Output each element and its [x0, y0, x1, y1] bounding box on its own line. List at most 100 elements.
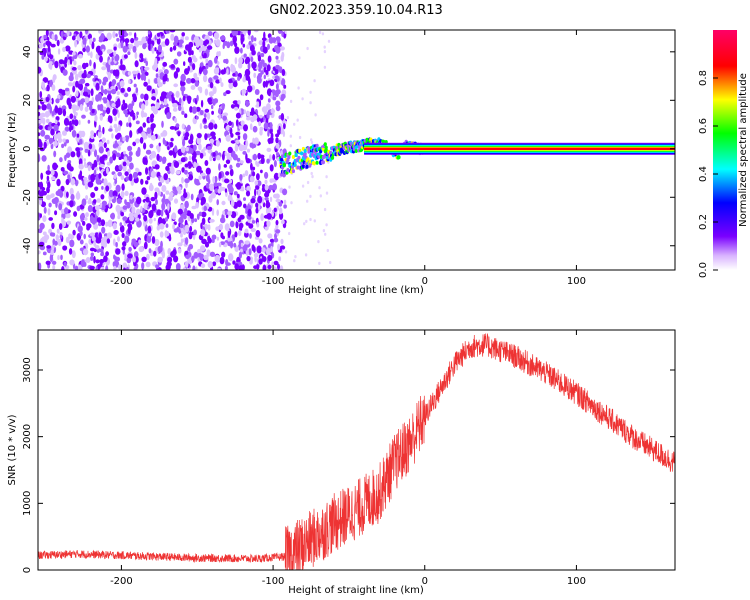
noise-speckle: [237, 100, 240, 105]
noise-speckle: [39, 43, 43, 49]
noise-speckle: [221, 201, 225, 205]
noise-speckle: [243, 76, 246, 81]
noise-speckle: [203, 53, 207, 59]
noise-speckle: [218, 114, 221, 120]
noise-speckle: [52, 111, 55, 117]
noise-speckle: [275, 92, 279, 98]
noise-speckle: [81, 115, 86, 119]
signal-blob: [288, 152, 291, 156]
noise-speckle: [234, 231, 237, 237]
noise-speckle: [51, 169, 55, 176]
noise-speckle: [276, 83, 279, 90]
noise-speckle: [234, 47, 239, 54]
snr-plot-area: [38, 330, 675, 570]
noise-speckle: [176, 91, 180, 98]
noise-speckle: [249, 248, 252, 255]
noise-speckle: [225, 259, 228, 266]
noise-speckle: [191, 194, 194, 201]
noise-speckle: [270, 246, 273, 253]
noise-speckle: [114, 116, 117, 121]
noise-speckle: [91, 253, 94, 257]
noise-speckle: [49, 138, 52, 145]
noise-speckle: [260, 94, 264, 100]
noise-speckle: [260, 170, 263, 174]
noise-speckle: [135, 60, 139, 67]
noise-speckle: [264, 172, 268, 179]
noise-speckle: [85, 28, 88, 34]
noise-speckle: [143, 113, 147, 118]
noise-speckle: [166, 224, 169, 228]
noise-speckle: [197, 133, 202, 138]
noise-speckle: [256, 101, 259, 107]
noise-speckle: [67, 30, 70, 37]
noise-speckle: [129, 32, 133, 36]
noise-speckle: [67, 98, 71, 106]
noise-speckle: [212, 235, 217, 240]
noise-speckle: [75, 81, 79, 88]
noise-speckle: [44, 56, 47, 61]
noise-speckle: [241, 34, 245, 38]
noise-speckle: [319, 31, 321, 34]
noise-speckle: [121, 212, 124, 216]
noise-speckle: [201, 173, 206, 177]
noise-speckle: [44, 234, 49, 240]
signal-blob: [306, 165, 309, 169]
noise-speckle: [212, 99, 216, 105]
noise-speckle: [229, 197, 233, 201]
noise-speckle: [275, 137, 278, 143]
noise-speckle: [281, 220, 285, 225]
y-tick-label: 1000: [22, 491, 33, 516]
noise-speckle: [243, 197, 246, 201]
noise-speckle: [111, 89, 116, 94]
noise-speckle: [91, 109, 94, 114]
noise-speckle: [137, 147, 140, 155]
noise-speckle: [70, 151, 75, 157]
noise-speckle: [96, 266, 98, 273]
noise-speckle: [155, 199, 158, 205]
noise-speckle: [172, 103, 178, 108]
noise-speckle: [55, 105, 59, 113]
noise-speckle: [170, 64, 175, 69]
noise-speckle: [108, 74, 111, 80]
noise-speckle: [99, 56, 103, 63]
y-tick-label: -40: [22, 238, 33, 254]
noise-speckle: [74, 119, 78, 126]
noise-speckle: [114, 179, 117, 185]
noise-speckle: [314, 113, 316, 116]
noise-speckle: [237, 158, 241, 162]
noise-speckle: [275, 193, 280, 198]
noise-speckle: [246, 111, 250, 117]
noise-speckle: [184, 225, 189, 233]
noise-speckle: [256, 222, 259, 228]
noise-speckle: [46, 119, 50, 123]
noise-speckle: [116, 185, 121, 192]
noise-speckle: [57, 229, 60, 234]
noise-speckle: [327, 249, 329, 252]
noise-speckle: [126, 137, 129, 142]
noise-speckle: [107, 94, 112, 100]
noise-speckle: [51, 233, 55, 237]
noise-speckle: [178, 150, 181, 155]
noise-speckle: [99, 164, 104, 168]
noise-speckle: [117, 98, 120, 105]
noise-speckle: [39, 196, 42, 200]
noise-speckle: [259, 238, 263, 243]
noise-speckle: [167, 203, 170, 211]
noise-speckle: [237, 194, 240, 199]
noise-speckle: [208, 238, 212, 244]
noise-speckle: [54, 210, 57, 215]
noise-speckle: [147, 127, 151, 134]
noise-speckle: [93, 62, 96, 70]
noise-speckle: [79, 164, 84, 170]
signal-blob: [397, 155, 400, 159]
noise-speckle: [129, 130, 132, 138]
noise-speckle: [151, 123, 156, 128]
noise-speckle: [147, 85, 152, 91]
noise-speckle: [325, 175, 327, 178]
noise-speckle: [323, 229, 325, 232]
noise-speckle: [156, 154, 159, 161]
noise-speckle: [82, 221, 85, 226]
noise-speckle: [103, 255, 108, 262]
noise-speckle: [258, 258, 262, 264]
noise-speckle: [161, 203, 165, 211]
